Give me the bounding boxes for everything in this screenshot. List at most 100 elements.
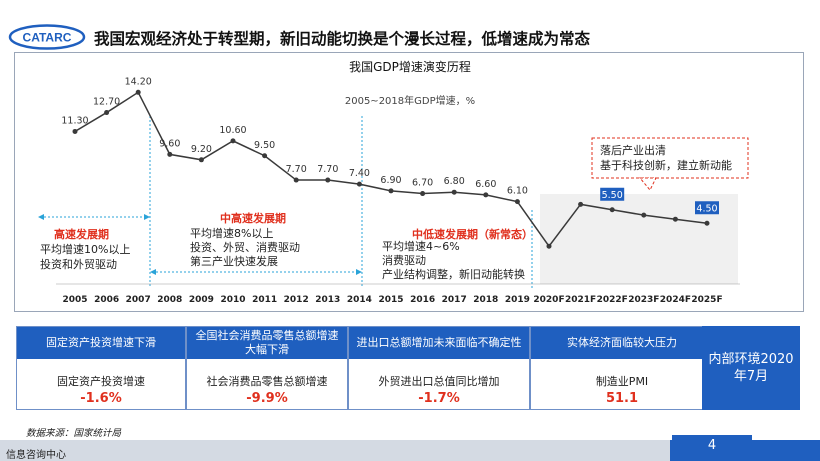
data-label-2019: 6.10 bbox=[507, 186, 528, 197]
data-point-2008 bbox=[167, 151, 173, 157]
x-tick-label-2013: 2013 bbox=[315, 295, 340, 305]
period1-arrow-left-head bbox=[38, 214, 44, 220]
data-label-2012: 7.70 bbox=[286, 164, 307, 175]
period2-title: 中高速发展期 bbox=[220, 211, 286, 225]
data-point-2005 bbox=[72, 128, 78, 134]
indicator-value: -1.6% bbox=[80, 391, 122, 406]
indicator-header: 全国社会消费品零售总额增速大幅下滑 bbox=[187, 327, 347, 359]
period1-title: 高速发展期 bbox=[54, 227, 109, 241]
period1-line-2: 投资和外贸驱动 bbox=[40, 257, 117, 271]
indicator-table: 固定资产投资增速下滑 固定资产投资增速 -1.6% 全国社会消费品零售总额增速大… bbox=[16, 326, 800, 410]
forecast-label-2022F: 5.50 bbox=[602, 190, 623, 201]
period3-line-1: 平均增速4~6% bbox=[382, 239, 460, 253]
x-tick-label-2022F: 2022F bbox=[597, 295, 628, 305]
x-tick-label-2020F: 2020F bbox=[533, 295, 564, 305]
x-tick-label-2023F: 2023F bbox=[628, 295, 659, 305]
period3-line-2: 消费驱动 bbox=[382, 253, 426, 267]
indicator-col-investment: 固定资产投资增速下滑 固定资产投资增速 -1.6% bbox=[16, 326, 186, 410]
x-tick-label-2011: 2011 bbox=[252, 295, 277, 305]
data-label-2011: 9.50 bbox=[254, 140, 275, 151]
chart-frame bbox=[14, 52, 804, 312]
x-tick-label-2005: 2005 bbox=[62, 295, 87, 305]
indicator-label: 外贸进出口总值同比增加 bbox=[378, 375, 500, 388]
data-label-2018: 6.60 bbox=[475, 179, 496, 190]
data-point-2023F bbox=[641, 212, 647, 218]
x-tick-label-2018: 2018 bbox=[473, 295, 498, 305]
catarc-logo: CATARC bbox=[8, 24, 86, 50]
x-tick-label-2014: 2014 bbox=[347, 295, 372, 305]
indicator-header: 实体经济面临较大压力 bbox=[531, 327, 713, 359]
x-tick-label-2024F: 2024F bbox=[660, 295, 691, 305]
indicator-label: 制造业PMI bbox=[595, 375, 649, 388]
data-source: 数据来源：国家统计局 bbox=[26, 428, 122, 439]
indicator-col-trade: 进出口总额增加未来面临不确定性 外贸进出口总值同比增加 -1.7% bbox=[348, 326, 530, 410]
indicator-col-pmi: 实体经济面临较大压力 制造业PMI 51.1 bbox=[530, 326, 714, 410]
period1-arrow-right-head bbox=[144, 214, 150, 220]
period2-line-3: 第三产业快速发展 bbox=[190, 254, 278, 268]
data-point-2010 bbox=[230, 138, 236, 144]
callout-line-1: 落后产业出清 bbox=[600, 143, 666, 157]
data-point-2022F bbox=[609, 207, 615, 213]
data-point-2013 bbox=[325, 177, 331, 183]
data-point-2016 bbox=[420, 191, 426, 197]
data-point-2012 bbox=[293, 177, 299, 183]
data-label-2015: 6.90 bbox=[380, 175, 401, 186]
data-point-2020F bbox=[546, 243, 552, 249]
data-point-2007 bbox=[135, 89, 141, 95]
x-tick-label-2021F: 2021F bbox=[565, 295, 596, 305]
indicator-value: 51.1 bbox=[605, 391, 639, 406]
data-label-2007: 14.20 bbox=[125, 76, 152, 87]
data-point-2018 bbox=[483, 192, 489, 198]
page-number: 4 bbox=[672, 435, 752, 457]
data-label-2014: 7.40 bbox=[349, 168, 370, 179]
data-point-2009 bbox=[198, 157, 204, 163]
data-label-2009: 9.20 bbox=[191, 144, 212, 155]
x-tick-label-2017: 2017 bbox=[442, 295, 467, 305]
data-label-2017: 6.80 bbox=[444, 176, 465, 187]
period3-line-3: 产业结构调整，新旧动能转换 bbox=[382, 267, 525, 281]
indicator-label: 固定资产投资增速 bbox=[57, 375, 145, 388]
x-tick-label-2012: 2012 bbox=[284, 295, 309, 305]
data-point-2021F bbox=[578, 201, 584, 207]
data-point-2011 bbox=[262, 153, 268, 159]
forecast-label-2025F: 4.50 bbox=[696, 203, 717, 214]
x-tick-label-2016: 2016 bbox=[410, 295, 435, 305]
x-tick-label-2025F: 2025F bbox=[691, 295, 722, 305]
indicator-col-retail: 全国社会消费品零售总额增速大幅下滑 社会消费品零售总额增速 -9.9% bbox=[186, 326, 348, 410]
page-title: 我国宏观经济处于转型期，新旧动能切换是个漫长过程，低增速成为常态 bbox=[94, 30, 591, 48]
data-label-2010: 10.60 bbox=[219, 125, 246, 136]
data-label-2016: 6.70 bbox=[412, 178, 433, 189]
period2-arrow-right-head bbox=[356, 269, 362, 275]
chart-subtitle: 2005~2018年GDP增速，% bbox=[344, 96, 476, 107]
x-tick-label-2006: 2006 bbox=[94, 295, 119, 305]
data-point-2015 bbox=[388, 188, 394, 194]
callout-line-2: 基于科技创新，建立新动能 bbox=[600, 158, 732, 172]
x-tick-label-2009: 2009 bbox=[189, 295, 214, 305]
x-tick-label-2008: 2008 bbox=[157, 295, 182, 305]
indicator-value: -1.7% bbox=[418, 391, 460, 406]
forecast-label-box-2022F bbox=[600, 187, 625, 201]
footer-text: 信息咨询中心 bbox=[6, 450, 66, 461]
x-tick-label-2010: 2010 bbox=[220, 295, 245, 305]
forecast-label-box-2025F bbox=[695, 201, 719, 215]
indicator-header: 进出口总额增加未来面临不确定性 bbox=[349, 327, 529, 359]
period2-line-1: 平均增速8%以上 bbox=[190, 226, 273, 240]
data-point-2024F bbox=[672, 216, 678, 222]
x-tick-label-2007: 2007 bbox=[126, 295, 151, 305]
period2-line-2: 投资、外贸、消费驱动 bbox=[190, 240, 300, 254]
callout-pointer bbox=[638, 177, 657, 191]
chart-title: 我国GDP增速演变历程 bbox=[349, 60, 471, 74]
period1-line-1: 平均增速10%以上 bbox=[40, 242, 130, 256]
data-label-2005: 11.30 bbox=[61, 115, 88, 126]
footer-band bbox=[0, 440, 670, 461]
data-point-2017 bbox=[451, 189, 457, 195]
period2-arrow-left-head bbox=[150, 269, 156, 275]
data-label-2008: 9.60 bbox=[159, 138, 180, 149]
internal-environment-box: 内部环境2020年7月 bbox=[702, 326, 800, 410]
indicator-header: 固定资产投资增速下滑 bbox=[17, 327, 185, 359]
data-label-2006: 12.70 bbox=[93, 97, 120, 108]
data-label-2013: 7.70 bbox=[317, 164, 338, 175]
logo-text: CATARC bbox=[23, 31, 72, 45]
indicator-value: -9.9% bbox=[246, 391, 288, 406]
